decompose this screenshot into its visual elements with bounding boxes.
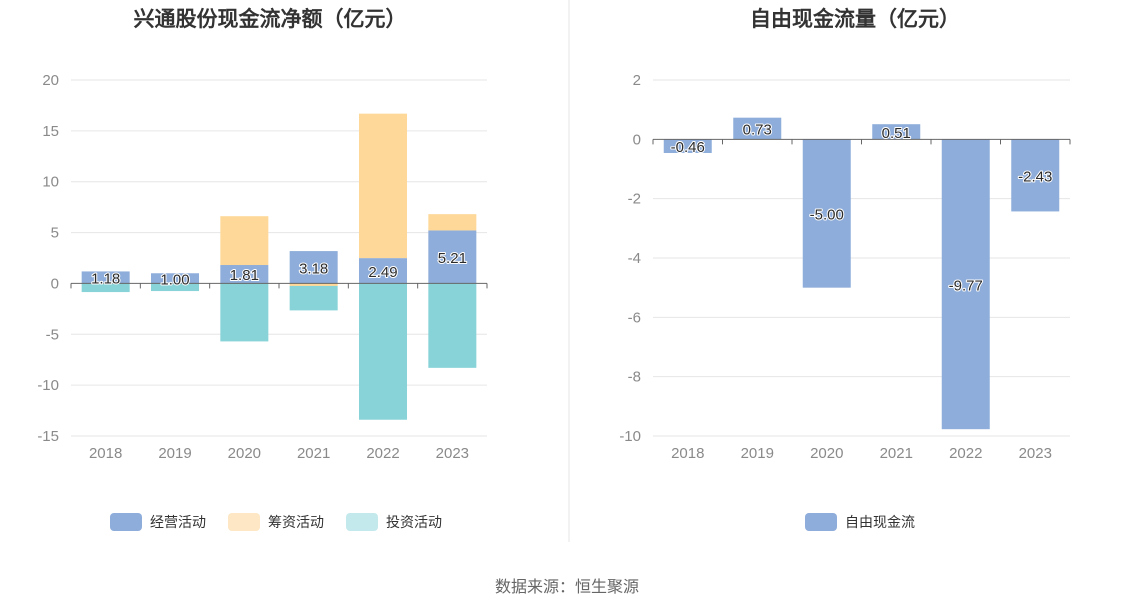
y-tick-label: 10 — [42, 174, 59, 191]
bar-经营活动-2022 — [359, 258, 407, 284]
data-label: 1.18 — [91, 270, 120, 287]
y-tick-label: -10 — [619, 428, 641, 445]
chart-title: 兴通股份现金流净额（亿元） — [134, 7, 407, 31]
data-label: 0.73 — [743, 122, 772, 139]
y-tick-label: -5 — [46, 326, 59, 343]
bar-筹资活动-2020 — [220, 216, 269, 266]
x-tick-label: 2023 — [1019, 445, 1052, 462]
bar-经营活动-2020 — [220, 265, 269, 284]
bar-经营活动-2019 — [151, 273, 199, 284]
x-tick-label: 2022 — [366, 445, 399, 462]
y-tick-label: -10 — [37, 377, 59, 394]
legend-swatch — [228, 513, 260, 531]
x-tick-label: 2021 — [297, 445, 330, 462]
data-label: 3.18 — [299, 260, 328, 277]
x-tick-label: 2019 — [158, 445, 191, 462]
y-tick-label: 5 — [51, 225, 59, 242]
data-label: -2.43 — [1018, 168, 1052, 185]
bar-投资活动-2021 — [289, 285, 338, 311]
bar-自由现金流-2022 — [941, 139, 990, 430]
x-tick-label: 2021 — [880, 445, 913, 462]
x-tick-label: 2018 — [89, 445, 122, 462]
y-tick-label: -8 — [628, 369, 641, 386]
legend-item-筹资活动[interactable]: 筹资活动 — [228, 513, 324, 531]
data-label: -9.77 — [949, 277, 983, 294]
y-tick-label: 15 — [42, 123, 59, 140]
y-tick-label: 2 — [633, 72, 641, 89]
legend-swatch — [346, 513, 378, 531]
legend-item-经营活动[interactable]: 经营活动 — [110, 513, 206, 531]
y-tick-label: -4 — [628, 250, 641, 267]
legend-label: 投资活动 — [386, 514, 442, 530]
bar-投资活动-2020 — [220, 283, 269, 342]
bar-自由现金流-2023 — [1011, 139, 1060, 212]
legend-label: 自由现金流 — [845, 514, 915, 530]
bar-自由现金流-2021 — [872, 124, 921, 140]
legend-label: 经营活动 — [150, 514, 206, 530]
bar-经营活动-2021 — [289, 251, 338, 284]
bar-筹资活动-2023 — [428, 214, 477, 231]
bar-经营活动-2023 — [428, 230, 477, 284]
legend-swatch — [110, 513, 142, 531]
bar-筹资活动-2021 — [289, 283, 338, 286]
data-label: 1.81 — [230, 267, 259, 284]
y-tick-label: 20 — [42, 72, 59, 89]
x-tick-label: 2020 — [810, 445, 843, 462]
bar-筹资活动-2022 — [359, 113, 407, 259]
x-tick-label: 2018 — [671, 445, 704, 462]
bar-投资活动-2023 — [428, 283, 477, 368]
data-source: 数据来源：恒生聚源 — [495, 578, 639, 596]
free-cash-flow-chart: 自由现金流量（亿元） -10 -8 -6 -4 -2 0 2 2018 2019 2020 2021 2… — [619, 7, 1071, 531]
legend-item-投资活动[interactable]: 投资活动 — [346, 513, 442, 531]
cash-flow-net-chart: 兴通股份现金流净额（亿元） -15 -10 -5 0 5 10 15 20 2018 2019 202… — [37, 7, 488, 531]
x-tick-label: 2023 — [436, 445, 469, 462]
y-tick-label: -2 — [628, 191, 641, 208]
bar-自由现金流-2019 — [733, 117, 782, 140]
bar-投资活动-2022 — [359, 283, 407, 420]
data-label: 5.21 — [438, 250, 467, 267]
x-tick-label: 2020 — [228, 445, 261, 462]
x-tick-label: 2022 — [949, 445, 982, 462]
data-label: -0.46 — [671, 139, 705, 156]
data-label: 1.00 — [160, 271, 189, 288]
data-label: 0.51 — [882, 125, 911, 142]
bar-投资活动-2019 — [151, 283, 199, 292]
bar-经营活动-2018 — [81, 271, 130, 284]
y-tick-label: 0 — [633, 131, 641, 148]
legend-swatch — [805, 513, 837, 531]
legend-label: 筹资活动 — [268, 514, 324, 530]
bar-投资活动-2018 — [81, 283, 130, 293]
y-tick-label: 0 — [51, 275, 59, 292]
legend-item-自由现金流[interactable]: 自由现金流 — [805, 513, 915, 531]
bar-自由现金流-2018 — [663, 139, 712, 153]
data-label: 2.49 — [368, 264, 397, 281]
data-label: -5.00 — [810, 207, 844, 224]
y-tick-label: -15 — [37, 428, 59, 445]
bar-自由现金流-2020 — [802, 139, 851, 288]
x-tick-label: 2019 — [741, 445, 774, 462]
chart-title: 自由现金流量（亿元） — [750, 7, 960, 31]
y-tick-label: -6 — [628, 309, 641, 326]
